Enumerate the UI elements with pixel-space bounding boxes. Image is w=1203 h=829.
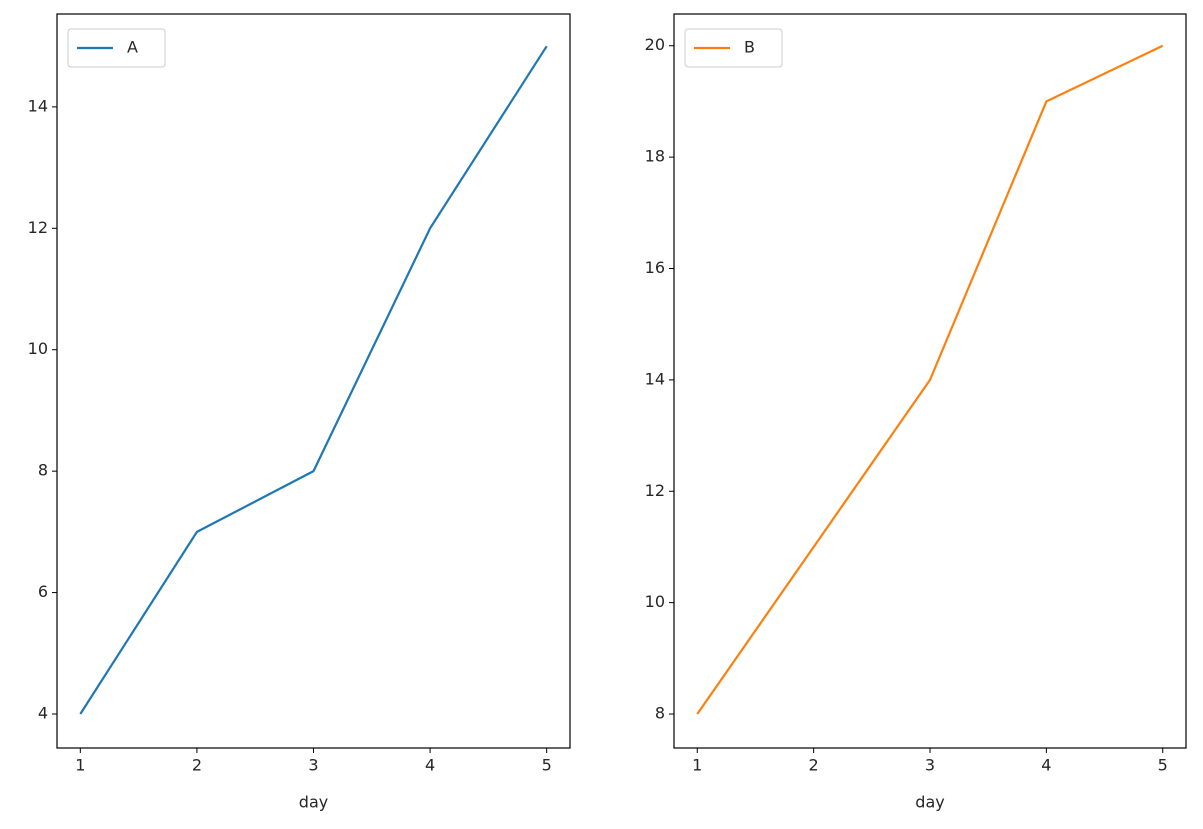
y-tick-label: 16 xyxy=(645,258,665,277)
x-tick-label: 1 xyxy=(75,756,85,775)
x-tick-label: 3 xyxy=(925,756,935,775)
legend-box xyxy=(684,28,783,68)
x-axis-label: day xyxy=(299,793,328,812)
line xyxy=(79,45,548,715)
y-tick-label: 6 xyxy=(38,582,48,601)
x-tick-label: 2 xyxy=(192,756,202,775)
x-tick-label: 5 xyxy=(1158,756,1168,775)
legend-label: A xyxy=(127,38,138,57)
line xyxy=(696,44,1164,715)
legend-label: B xyxy=(744,38,755,57)
legend-box xyxy=(67,28,166,68)
y-tick-label: 18 xyxy=(645,147,665,166)
x-axis-label: day xyxy=(915,793,944,812)
y-tick-label: 4 xyxy=(38,704,48,723)
x-tick-label: 1 xyxy=(692,756,702,775)
y-tick-label: 14 xyxy=(645,369,665,388)
y-tick-label: 20 xyxy=(645,35,665,54)
axes-frame xyxy=(56,13,571,749)
x-tick-label: 3 xyxy=(308,756,318,775)
x-tick-label: 4 xyxy=(425,756,435,775)
y-tick-label: 10 xyxy=(28,339,48,358)
x-tick-label: 5 xyxy=(542,756,552,775)
axes-frame xyxy=(673,13,1187,749)
y-tick-label: 12 xyxy=(645,481,665,500)
y-tick-label: 12 xyxy=(28,218,48,237)
x-tick-label: 2 xyxy=(809,756,819,775)
y-tick-label: 8 xyxy=(38,461,48,480)
x-tick-label: 4 xyxy=(1041,756,1051,775)
y-tick-label: 10 xyxy=(645,592,665,611)
y-tick-label: 14 xyxy=(28,96,48,115)
y-tick-label: 8 xyxy=(655,704,665,723)
